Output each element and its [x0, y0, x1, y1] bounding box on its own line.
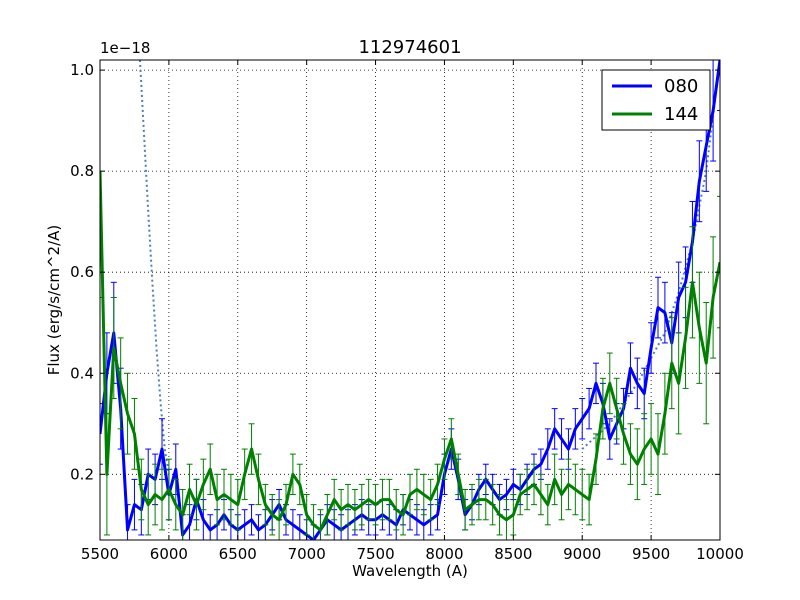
x-tick-label: 7000	[288, 545, 326, 563]
y-tick-label: 1.0	[70, 61, 94, 79]
legend: 080 144	[601, 69, 711, 131]
x-tick-label: 8500	[494, 545, 532, 563]
plot-frame	[99, 59, 721, 541]
x-tick-label: 8000	[425, 545, 463, 563]
x-axis-label: Wavelength (A)	[352, 562, 468, 580]
x-tick-label: 5500	[81, 545, 119, 563]
y-axis-label: Flux (erg/s/cm^2/A)	[45, 225, 63, 376]
x-tick-label: 6000	[150, 545, 188, 563]
x-tick-label: 9000	[563, 545, 601, 563]
chart-title: 112974601	[358, 37, 461, 58]
y-tick-label: 0.2	[70, 465, 94, 483]
y-offset-label: 1e−18	[100, 39, 150, 57]
x-tick-label: 10000	[696, 545, 744, 563]
series-line-144	[100, 171, 720, 532]
x-tick-label: 9500	[632, 545, 670, 563]
y-tick-label: 0.6	[70, 263, 94, 281]
legend-box	[601, 69, 711, 131]
legend-label-080: 080	[664, 76, 698, 97]
y-tick-label: 0.8	[70, 162, 94, 180]
y-tick-label: 0.4	[70, 364, 94, 382]
data-layer	[100, 60, 720, 540]
plot-area-background	[100, 60, 720, 540]
ticks: 5500 6000 6500 7000 7500 8000 8500 9000 9500 1000…	[70, 60, 744, 563]
legend-label-144: 144	[664, 104, 698, 125]
x-tick-label: 7500	[356, 545, 394, 563]
model-curve-0	[138, 60, 170, 475]
x-tick-label: 6500	[219, 545, 257, 563]
